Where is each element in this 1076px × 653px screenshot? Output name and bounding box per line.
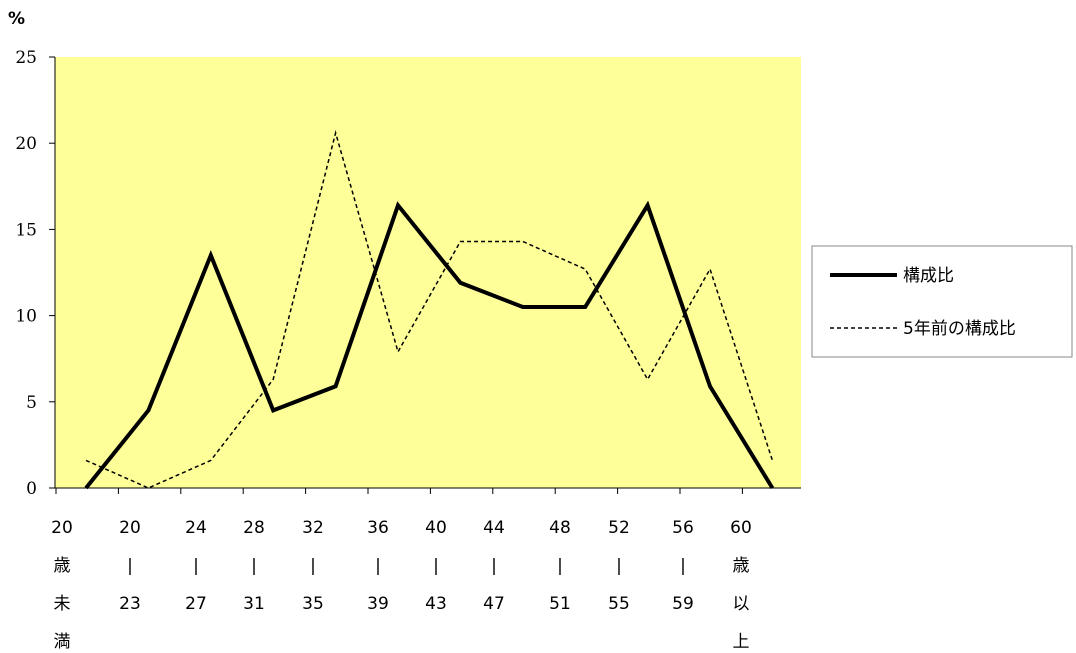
series-layer	[84, 130, 775, 490]
y-tick-label: 20	[15, 134, 37, 154]
y-axis: 0 5 10 15 20 25	[15, 48, 56, 499]
x-tick-label-line: |	[310, 556, 316, 576]
x-tick-label: 48 | 51	[549, 518, 571, 614]
x-tick-label-line: 36	[367, 518, 389, 538]
x-tick-label-line: 39	[367, 594, 389, 614]
x-tick-label-line: 20	[119, 518, 141, 538]
x-tick-label-line: 27	[185, 594, 207, 614]
x-tick-label-line: 32	[302, 518, 324, 538]
x-tick-label-line: 51	[549, 594, 571, 614]
x-tick-label-line: 24	[185, 518, 207, 538]
x-tick-label-line: 59	[672, 594, 694, 614]
x-tick-label-line: 満	[54, 632, 71, 652]
x-tick-label-line: 以	[733, 594, 750, 614]
series-line-current	[84, 200, 775, 490]
x-tick-label-line: 47	[483, 594, 505, 614]
x-tick-label: 60 歳以上	[730, 518, 752, 652]
x-tick-label-line: |	[680, 556, 686, 576]
x-tick-label: 28 | 31	[243, 518, 265, 614]
x-tick-label-line: |	[251, 556, 257, 576]
x-tick-label: 44 | 47	[483, 518, 505, 614]
legend-box	[811, 245, 1073, 358]
legend-label-current: 構成比	[903, 266, 954, 286]
x-tick-label-line: 35	[302, 594, 324, 614]
x-axis: 20歳未満20|2324|2728|3132|3536|3940|4344|47…	[51, 487, 801, 652]
legend-label-previous: 5年前の構成比	[903, 319, 1016, 339]
y-tick-label: 0	[26, 479, 37, 499]
x-tick-label: 52 | 55	[608, 518, 630, 614]
y-tick-label: 15	[15, 220, 37, 240]
y-tick-label: 5	[26, 393, 37, 413]
y-tick-label: 10	[15, 307, 37, 327]
x-tick-label-line: 60	[730, 518, 752, 538]
x-tick-label-line: 56	[672, 518, 694, 538]
x-tick-label-line: |	[616, 556, 622, 576]
legend: 構成比 5年前の構成比	[811, 245, 1073, 358]
x-tick-label-line: 43	[425, 594, 447, 614]
x-tick-label-line: |	[433, 556, 439, 576]
x-tick-label: 20 歳未満	[51, 518, 73, 652]
y-tick-label: 25	[15, 48, 37, 68]
x-tick-label-line: 未	[54, 594, 71, 614]
x-tick-label-line: |	[375, 556, 381, 576]
x-tick-label-line: |	[127, 556, 133, 576]
x-tick-label: 32 | 35	[302, 518, 324, 614]
x-tick-label-line: 歳	[54, 556, 71, 576]
x-tick-label-line: 31	[243, 594, 265, 614]
x-tick-label-line: 52	[608, 518, 630, 538]
x-tick-label-line: 28	[243, 518, 265, 538]
x-tick-label-line: |	[557, 556, 563, 576]
x-tick-label-line: 23	[119, 594, 141, 614]
y-unit-label: %	[8, 9, 25, 29]
x-tick-label-line: 40	[425, 518, 447, 538]
x-tick-label-line: 55	[608, 594, 630, 614]
x-tick-label-line: 20	[51, 518, 73, 538]
x-tick-label-line: 44	[483, 518, 505, 538]
x-tick-label-line: |	[491, 556, 497, 576]
x-tick-label: 24 | 27	[185, 518, 207, 614]
x-tick-label: 20 | 23	[119, 518, 141, 614]
plot-area	[55, 57, 801, 488]
x-tick-label-line: 歳	[733, 556, 750, 576]
x-tick-label: 40 | 43	[425, 518, 447, 614]
x-tick-label: 56 | 59	[672, 518, 694, 614]
x-tick-label-line: |	[193, 556, 199, 576]
x-tick-label-line: 48	[549, 518, 571, 538]
x-tick-label: 36 | 39	[367, 518, 389, 614]
x-tick-label-line: 上	[733, 632, 750, 652]
